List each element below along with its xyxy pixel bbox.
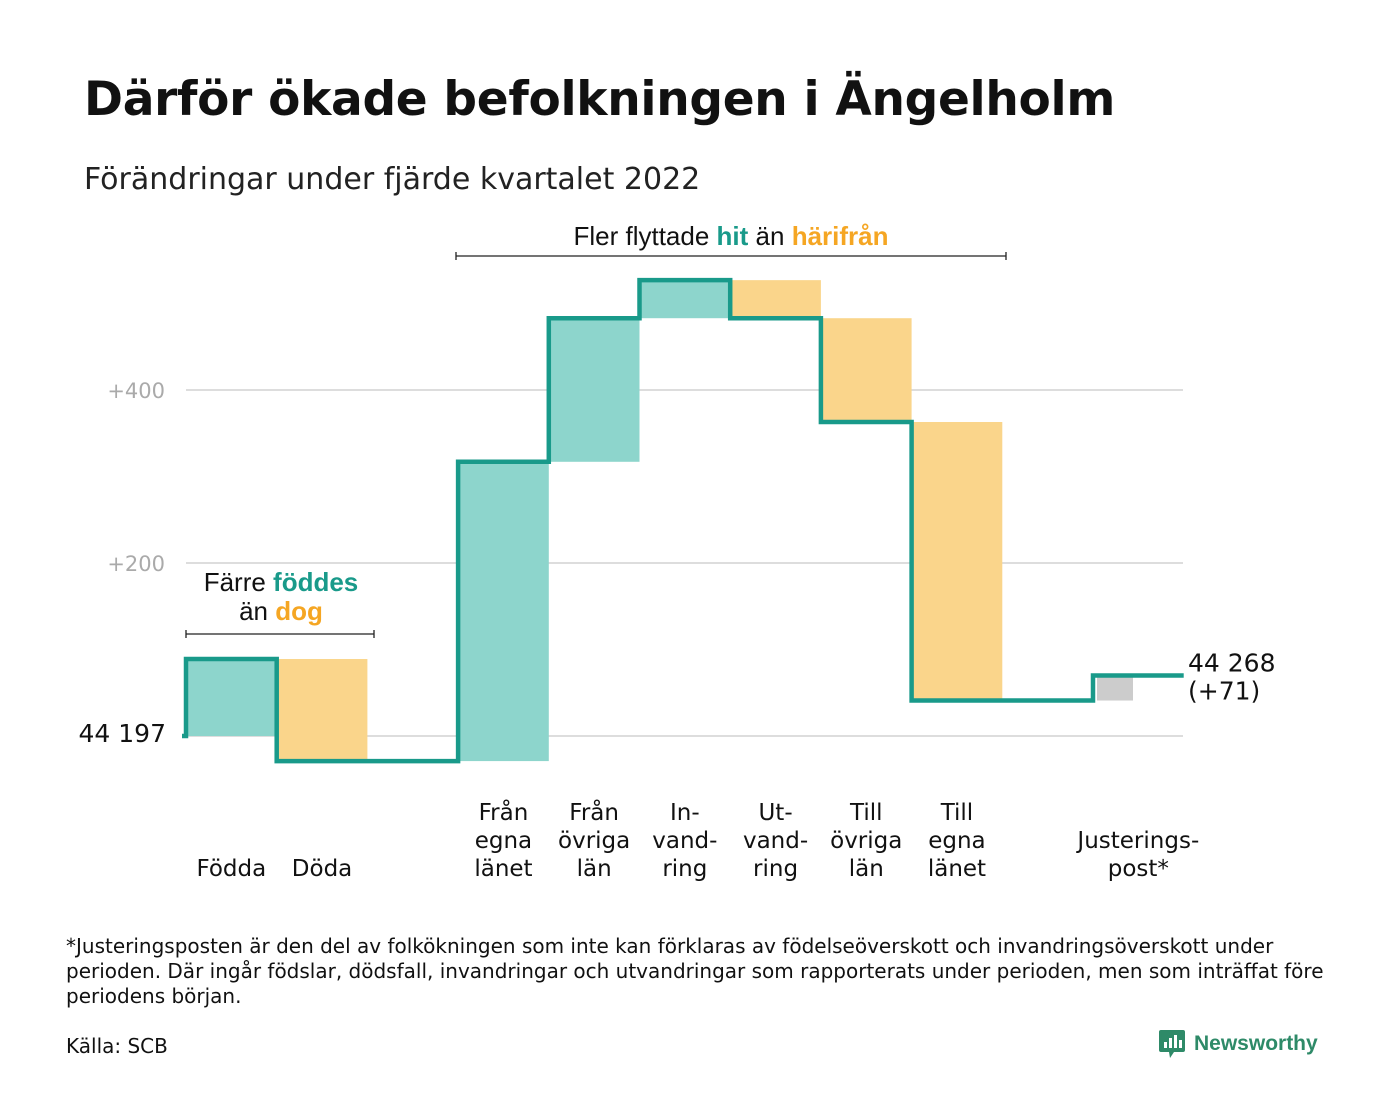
bar-justeringspost	[1097, 675, 1133, 701]
category-label-utvandring: ring	[753, 856, 798, 882]
category-label-doda: Döda	[292, 856, 352, 882]
category-label-justeringspost: post*	[1108, 856, 1169, 882]
end-value-label: 44 268	[1188, 648, 1275, 677]
category-label-till-ovriga-lan: Till	[849, 800, 883, 826]
category-label-till-egna-lanet: egna	[928, 828, 985, 854]
category-label-utvandring: Ut-	[758, 800, 792, 826]
category-label-till-ovriga-lan: län	[849, 856, 884, 882]
category-label-fran-egna-lanet: Från	[479, 798, 529, 826]
bar-fran-ovriga-lan	[548, 318, 640, 462]
end-change-label: (+71)	[1188, 676, 1260, 705]
y-tick-label: +400	[107, 379, 165, 403]
births-annotation-line1: Färre föddes	[204, 567, 359, 597]
newsworthy-logo-icon	[1159, 1030, 1185, 1058]
births-bracket	[185, 630, 375, 638]
footnote: *Justeringsposten är den del av folkökni…	[66, 934, 1324, 1008]
category-label-justeringspost: Justerings-	[1075, 828, 1199, 854]
bar-till-ovriga-lan	[820, 318, 912, 423]
category-label-utvandring: vand-	[743, 828, 808, 854]
bar-till-egna-lanet	[911, 422, 1003, 701]
bar-fodda	[186, 659, 277, 736]
births-annotation-line2: än dog	[239, 596, 323, 626]
category-label-till-egna-lanet: länet	[928, 856, 986, 882]
moves-bracket	[455, 252, 1007, 260]
bar-doda	[276, 659, 368, 762]
logo-text: Newsworthy	[1194, 1032, 1318, 1055]
category-label-invandring: In-	[670, 800, 700, 826]
y-tick-label: +200	[107, 552, 165, 576]
bar-invandring	[639, 280, 731, 319]
category-label-fran-egna-lanet: länet	[474, 856, 532, 882]
category-label-till-egna-lanet: Till	[940, 800, 974, 826]
category-label-fran-ovriga-lan: län	[577, 856, 612, 882]
category-label-fran-egna-lanet: egna	[475, 828, 532, 854]
category-label-invandring: ring	[662, 856, 707, 882]
start-value-label: 44 197	[79, 719, 166, 748]
category-label-fodda: Födda	[196, 856, 266, 882]
chart-subtitle: Förändringar under fjärde kvartalet 2022	[84, 162, 701, 197]
category-label-fran-ovriga-lan: Från	[569, 798, 619, 826]
waterfall-step-line	[182, 277, 1184, 764]
moves-annotation: Fler flyttade hit än härifrån	[573, 221, 888, 251]
source-note: Källa: SCB	[66, 1034, 168, 1058]
chart-title: Därför ökade befolkningen i Ängelholm	[84, 72, 1116, 127]
newsworthy-logo: Newsworthy	[1158, 1028, 1318, 1060]
category-label-invandring: vand-	[652, 828, 717, 854]
category-label-till-ovriga-lan: övriga	[830, 828, 902, 854]
category-label-fran-ovriga-lan: övriga	[558, 828, 630, 854]
bar-utvandring	[730, 280, 821, 319]
bar-fran-egna-lanet	[458, 461, 549, 762]
